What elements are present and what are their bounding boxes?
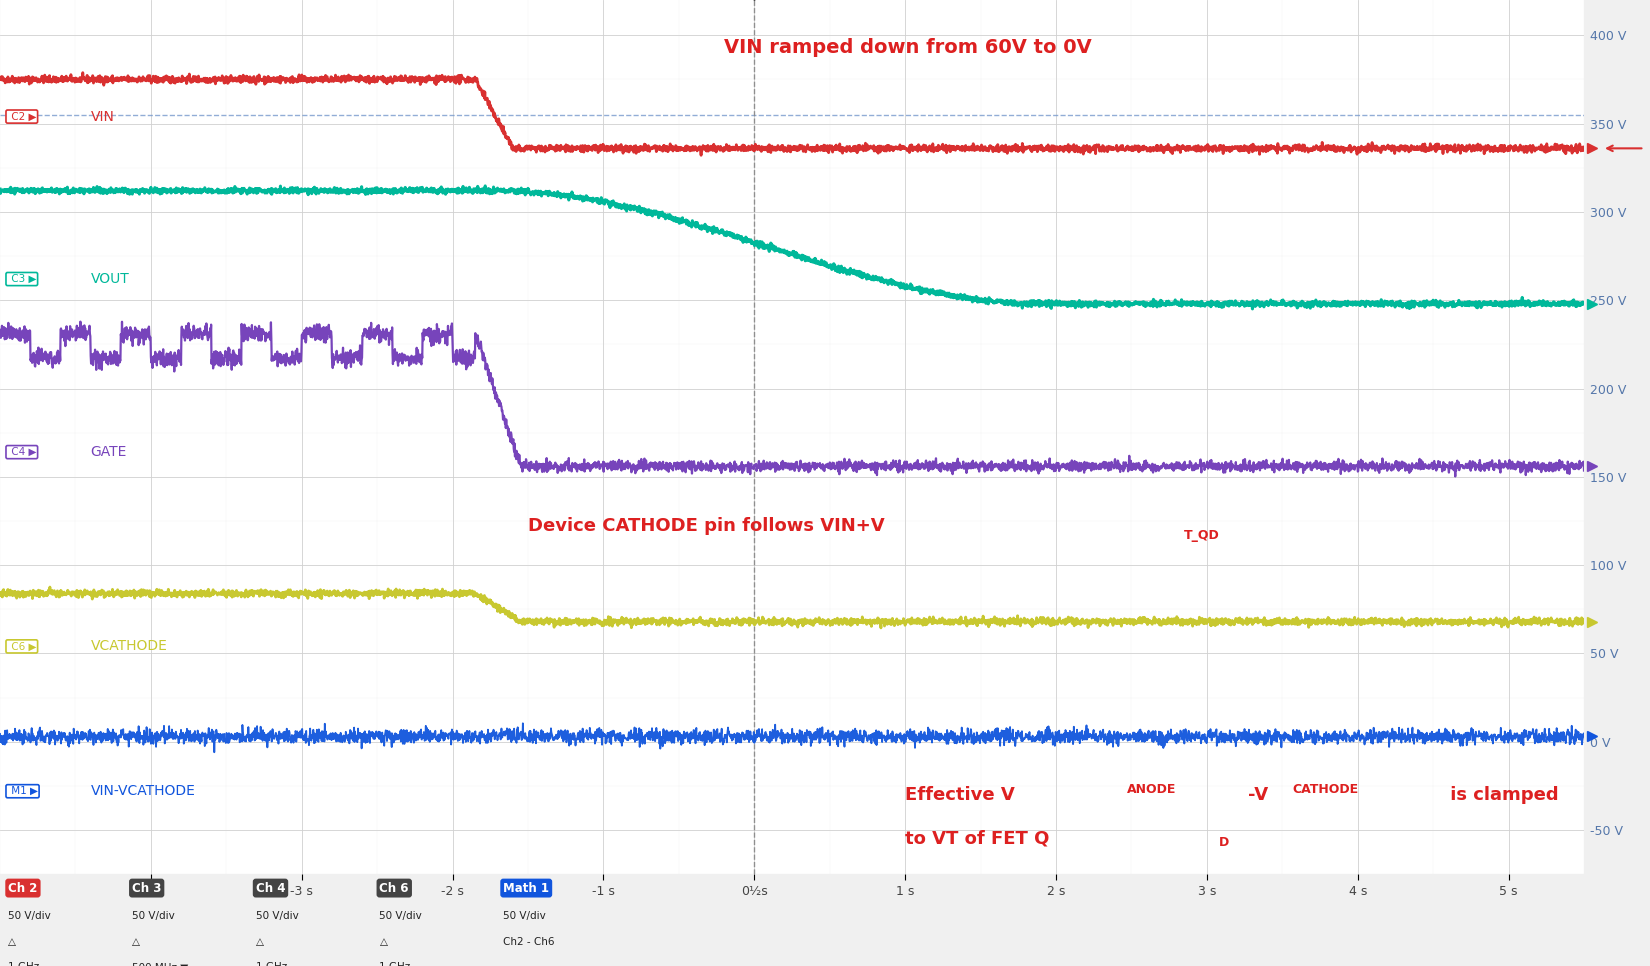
Text: CATHODE: CATHODE	[1294, 783, 1360, 796]
Text: VIN-VCATHODE: VIN-VCATHODE	[91, 784, 195, 798]
Text: VCATHODE: VCATHODE	[91, 639, 167, 653]
Text: 1 GHz: 1 GHz	[380, 962, 411, 966]
Text: D: D	[1219, 836, 1229, 849]
Text: VIN: VIN	[91, 109, 114, 124]
Text: to VT of FET Q: to VT of FET Q	[906, 830, 1049, 848]
Text: Ch2 - Ch6: Ch2 - Ch6	[503, 937, 554, 947]
Text: is clamped: is clamped	[1444, 785, 1558, 804]
Text: T_QD: T_QD	[1185, 528, 1219, 542]
Text: M1 ▶: M1 ▶	[8, 786, 38, 796]
Text: 50 V/div: 50 V/div	[8, 911, 51, 921]
Text: 50 V/div: 50 V/div	[256, 911, 299, 921]
Text: Ch 6: Ch 6	[380, 882, 409, 895]
Text: Ch 4: Ch 4	[256, 882, 285, 895]
Text: Ch 2: Ch 2	[8, 882, 38, 895]
Text: 1 GHz: 1 GHz	[8, 962, 40, 966]
Text: 50 V/div: 50 V/div	[503, 911, 546, 921]
Text: VIN ramped down from 60V to 0V: VIN ramped down from 60V to 0V	[724, 39, 1092, 57]
Text: △: △	[132, 937, 140, 947]
Text: ANODE: ANODE	[1127, 783, 1176, 796]
Text: C3 ▶: C3 ▶	[8, 274, 36, 284]
Text: Device CATHODE pin follows VIN+V: Device CATHODE pin follows VIN+V	[528, 518, 884, 535]
Text: △: △	[380, 937, 388, 947]
Text: 50 V/div: 50 V/div	[380, 911, 422, 921]
Text: Math 1: Math 1	[503, 882, 549, 895]
Text: GATE: GATE	[91, 445, 127, 459]
Text: VOUT: VOUT	[91, 272, 129, 286]
Text: 1 GHz: 1 GHz	[256, 962, 287, 966]
Text: 500 MHz ▼: 500 MHz ▼	[132, 962, 188, 966]
Text: Ch 3: Ch 3	[132, 882, 162, 895]
Text: Effective V: Effective V	[906, 785, 1015, 804]
Text: C4 ▶: C4 ▶	[8, 447, 36, 457]
Text: △: △	[8, 937, 16, 947]
Text: C6 ▶: C6 ▶	[8, 641, 36, 651]
Text: △: △	[256, 937, 264, 947]
Text: -V: -V	[1247, 785, 1267, 804]
Text: C2 ▶: C2 ▶	[8, 111, 36, 122]
Text: 50 V/div: 50 V/div	[132, 911, 175, 921]
